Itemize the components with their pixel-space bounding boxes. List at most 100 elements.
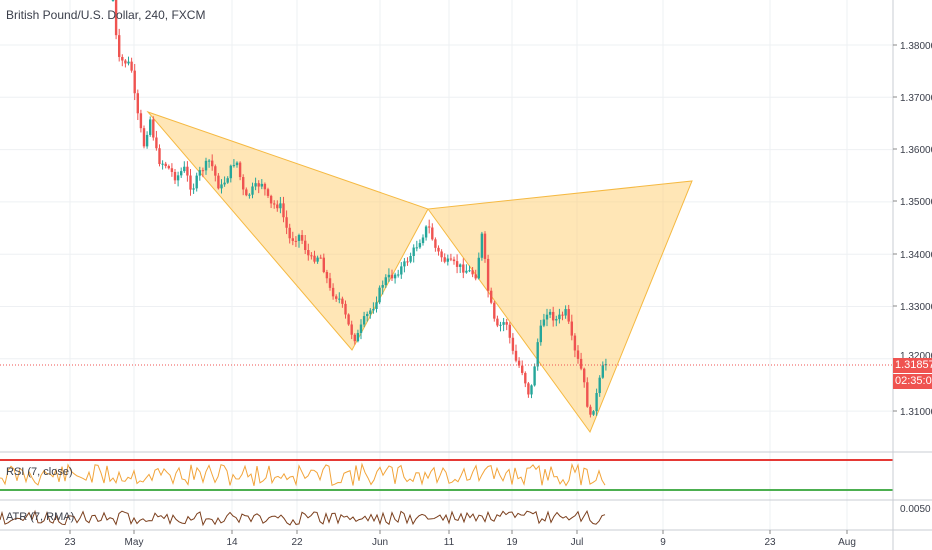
candle-body — [276, 204, 279, 209]
candle-body — [384, 277, 387, 286]
candle-body — [273, 203, 276, 205]
candle-body — [443, 257, 446, 262]
candle-body — [446, 258, 449, 262]
candle-body — [431, 227, 434, 240]
candle-body — [211, 160, 214, 167]
candle-body — [180, 171, 183, 176]
candle-body — [366, 313, 369, 317]
candle-body — [269, 195, 273, 204]
candle-body — [279, 203, 282, 209]
candle-body — [304, 240, 307, 251]
candle-body — [263, 183, 267, 190]
candle-body — [226, 178, 229, 183]
candle-body — [288, 227, 291, 239]
pattern-triangle-bcd — [427, 180, 693, 434]
candle-body — [437, 247, 440, 252]
candle-body — [558, 314, 561, 320]
candle-body — [428, 226, 431, 228]
candle-body — [319, 257, 322, 259]
candle-body — [350, 324, 353, 335]
candle-body — [474, 274, 477, 279]
time-tick-label: Jul — [571, 537, 584, 548]
candle-body — [362, 316, 366, 325]
time-tick-label: Aug — [838, 537, 856, 548]
candle-body — [567, 309, 570, 322]
candle-body — [145, 134, 149, 147]
candle-body — [508, 324, 511, 338]
candle-body — [403, 261, 406, 267]
candle-body — [468, 270, 471, 272]
time-tick-label: May — [125, 537, 144, 548]
candle-body — [409, 255, 412, 262]
candle-body — [424, 226, 428, 238]
candle-body — [201, 170, 205, 172]
candle-body — [238, 162, 242, 178]
pattern-triangle-xab — [146, 110, 429, 351]
candle-body — [381, 285, 384, 288]
candle-body — [576, 350, 580, 359]
candle-body — [372, 308, 375, 311]
candle-body — [530, 385, 533, 395]
candle-body — [282, 203, 285, 218]
candle-body — [195, 175, 198, 189]
candle-body — [480, 233, 484, 258]
candle-body — [198, 170, 201, 176]
countdown-tag: 02:35:04 — [893, 374, 932, 389]
candle-body — [573, 335, 577, 351]
candle-body — [251, 186, 254, 195]
atr-tick-label: 0.0050 — [900, 504, 931, 515]
candle-body — [313, 255, 316, 262]
candle-body — [415, 247, 418, 249]
candle-body — [217, 175, 220, 189]
candle-body — [167, 166, 170, 169]
candle-body — [341, 298, 344, 304]
candle-body — [369, 310, 372, 314]
candle-body — [356, 333, 360, 342]
price-tick-label: 1.33000 — [900, 302, 932, 313]
candle-body — [465, 270, 468, 273]
price-tick-label: 1.35000 — [900, 197, 932, 208]
title-separator-1: , — [138, 8, 145, 22]
candle-body — [189, 175, 192, 190]
candle-body — [418, 243, 422, 248]
time-tick-label: 11 — [444, 537, 455, 548]
candlestick-series — [111, 0, 608, 418]
candle-body — [412, 247, 415, 256]
candle-body — [462, 264, 465, 273]
candle-body — [459, 264, 462, 267]
candle-body — [124, 60, 127, 64]
candle-body — [142, 128, 146, 147]
candle-body — [387, 274, 391, 278]
candle-body — [118, 35, 121, 57]
candle-body — [545, 314, 549, 320]
time-tick-label: 19 — [506, 537, 518, 548]
candle-body — [483, 233, 487, 259]
price-tick-label: 1.36000 — [900, 145, 932, 156]
candle-body — [254, 183, 257, 187]
last-price-tag: 1.31857 — [893, 358, 932, 373]
harmonic-pattern[interactable] — [146, 110, 693, 434]
candle-body — [490, 290, 493, 303]
candle-body — [359, 324, 363, 334]
candle-body — [514, 350, 518, 361]
candle-body — [139, 113, 143, 129]
candle-body — [235, 162, 239, 166]
candle-body — [186, 166, 189, 176]
candle-body — [204, 160, 208, 171]
rsi-line — [0, 462, 606, 487]
candle-body — [229, 165, 232, 179]
candle-body — [245, 189, 248, 196]
candle-body — [207, 160, 211, 162]
candle-body — [449, 258, 453, 260]
candle-body — [505, 322, 508, 325]
candle-body — [579, 358, 583, 369]
candle-body — [583, 368, 586, 383]
price-tick-label: 1.34000 — [900, 250, 932, 261]
candle-body — [173, 171, 177, 181]
candle-body — [294, 240, 298, 242]
candle-body — [331, 287, 335, 297]
price-tick-label: 1.38000 — [900, 41, 932, 52]
candle-body — [338, 298, 341, 300]
